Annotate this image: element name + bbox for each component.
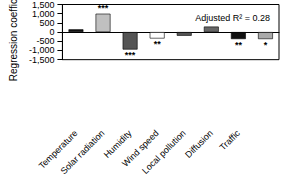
svg-text:500: 500 xyxy=(39,18,54,28)
svg-text:1,500: 1,500 xyxy=(32,0,55,10)
svg-text:Local pollution: Local pollution xyxy=(140,128,188,176)
svg-text:Temperature: Temperature xyxy=(36,128,80,171)
svg-text:***: *** xyxy=(98,3,109,13)
svg-text:-1,500: -1,500 xyxy=(29,55,55,65)
svg-text:Diffusion: Diffusion xyxy=(183,128,215,160)
svg-text:**: ** xyxy=(154,39,162,49)
svg-text:*: * xyxy=(264,40,268,50)
svg-text:0: 0 xyxy=(49,27,54,37)
svg-text:1,000: 1,000 xyxy=(32,9,55,19)
svg-text:-500: -500 xyxy=(36,36,54,46)
svg-text:Adjusted R² = 0.28: Adjusted R² = 0.28 xyxy=(195,13,270,23)
svg-text:Regression coefficient: Regression coefficient xyxy=(8,0,19,81)
svg-text:Wind speed: Wind speed xyxy=(120,128,161,169)
svg-text:Humidity: Humidity xyxy=(101,128,134,160)
svg-text:Solar radiation: Solar radiation xyxy=(59,128,107,176)
svg-text:Traffic: Traffic xyxy=(218,128,243,153)
svg-text:**: ** xyxy=(235,40,243,50)
svg-text:-1,000: -1,000 xyxy=(29,45,55,55)
svg-text:***: *** xyxy=(125,50,136,60)
